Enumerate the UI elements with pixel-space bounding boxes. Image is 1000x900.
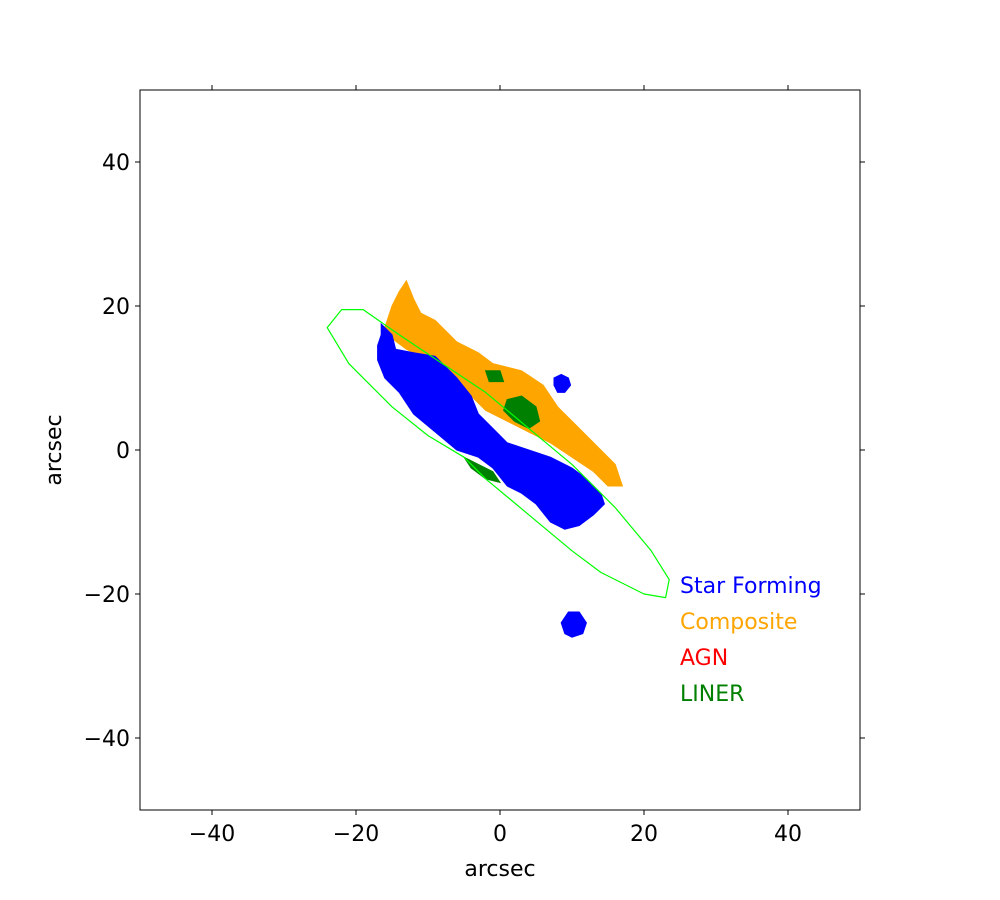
x-tick-label: 20 [630,822,658,847]
x-axis-label: arcsec [464,857,535,882]
y-axis-label: arcsec [42,414,67,485]
region-star-forming [377,322,605,530]
region-liner [462,455,502,484]
legend-entry-star-forming: Star Forming [680,574,822,599]
regions-layer [377,279,624,638]
x-tick-label: −20 [333,822,379,847]
y-tick-label: −40 [84,727,130,752]
y-tick-label: 0 [116,439,130,464]
region-liner [503,395,541,429]
region-star-forming [553,373,572,393]
x-tick-label: −40 [189,822,235,847]
x-tick-label: 0 [493,822,507,847]
y-tick-label: 40 [102,151,130,176]
ellipse-layer [326,309,670,599]
ticks-layer: −40 −20 0 20 40 −40 −20 0 20 40 [84,85,865,847]
x-tick-label: 40 [774,822,802,847]
isophote-ellipse [326,309,670,599]
region-star-forming [560,611,587,638]
y-tick-label: −20 [84,583,130,608]
y-tick-label: 20 [102,295,130,320]
legend-entry-agn: AGN [680,646,728,671]
legend-entry-composite: Composite [680,610,797,635]
legend-entry-liner: LINER [680,682,744,707]
region-liner [484,370,505,383]
